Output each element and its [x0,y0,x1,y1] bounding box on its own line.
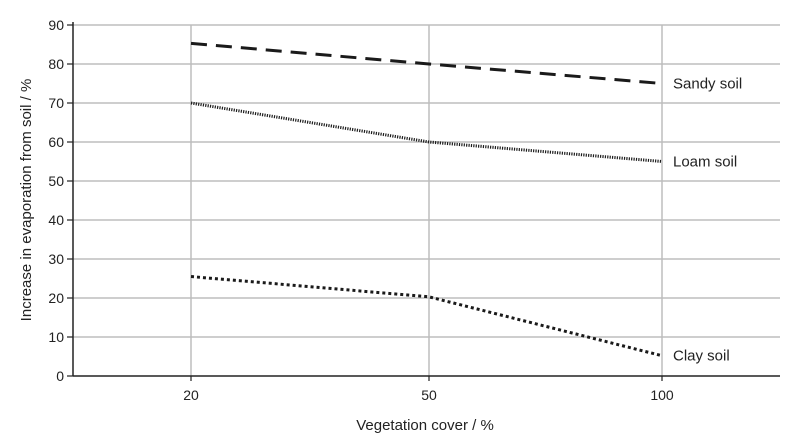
y-tick-label: 10 [48,329,64,345]
y-tick-label: 30 [48,251,64,267]
y-tick-label: 40 [48,212,64,228]
y-tick-label: 60 [48,134,64,150]
series-label: Sandy soil [673,76,742,93]
x-tick-label: 50 [421,387,437,403]
x-tick-label: 20 [183,387,199,403]
x-axis-title: Vegetation cover / % [356,417,494,434]
x-tick-label: 100 [650,387,674,403]
axes [67,22,780,381]
series-lines [190,41,663,358]
y-axis-title: Increase in evaporation from soil / % [18,79,35,322]
y-tick-label: 70 [48,95,64,111]
y-tick-label: 90 [48,17,64,33]
y-tick-label: 20 [48,290,64,306]
series-label: Clay soil [673,348,730,365]
series-line-loam-soil [190,101,663,163]
series-line-sandy-soil [190,41,663,85]
y-tick-label: 0 [56,368,64,384]
series-line-clay-soil [190,275,663,358]
labels: 0 10 20 30 40 50 60 70 80 90 20 50 100 Sandy soil Loam… [48,17,742,403]
y-tick-label: 80 [48,56,64,72]
series-label: Loam soil [673,154,737,171]
y-tick-label: 50 [48,173,64,189]
